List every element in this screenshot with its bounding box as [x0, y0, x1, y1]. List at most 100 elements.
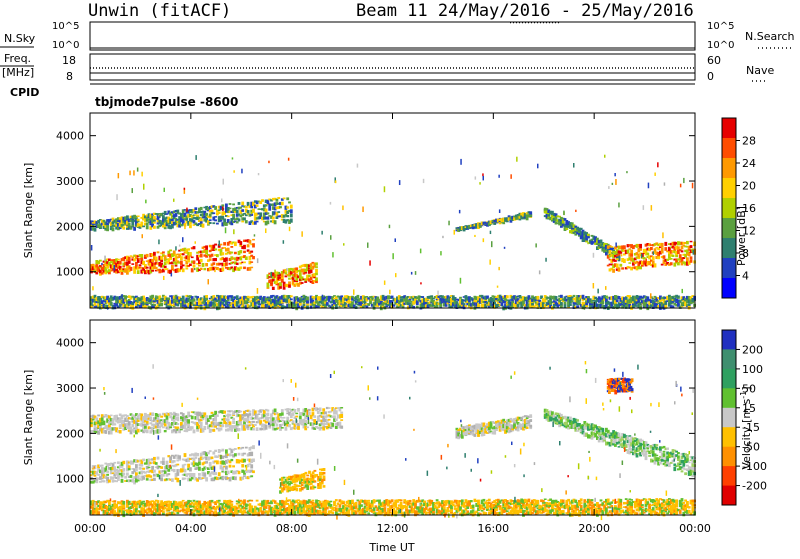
data-speckle [171, 213, 173, 219]
data-cell-band-5 [670, 262, 673, 265]
data-cell-band-2 [227, 418, 230, 421]
data-speckle [121, 294, 123, 298]
data-cell-band-0 [209, 450, 212, 452]
data-cell-band-0 [243, 267, 246, 270]
data-cell-band-0 [184, 464, 187, 466]
data-cell-band-2 [200, 207, 203, 210]
data-cell-band-2 [209, 219, 212, 221]
data-speckle [251, 212, 253, 214]
cpid-value: tbjmode7pulse -8600 [95, 95, 238, 109]
data-cell-band-2 [232, 420, 235, 424]
data-cell-band-2 [286, 197, 289, 200]
data-speckle [233, 170, 235, 172]
data-speckle [654, 173, 656, 176]
data-cell-band-2 [277, 211, 280, 213]
data-cell-band-4 [569, 417, 572, 420]
data-cell-band-1 [315, 269, 318, 273]
data-cell-band-2 [229, 203, 232, 205]
data-cell-band-2 [158, 414, 161, 417]
data-cell-band-2 [151, 412, 154, 416]
data-cell-band-0 [140, 254, 143, 258]
data-cell-band-5 [686, 241, 689, 245]
data-cell-band-6 [351, 301, 354, 304]
data-cell-band-0 [243, 459, 246, 463]
data-cell-band-2 [290, 205, 293, 209]
data-cell-band-0 [142, 468, 145, 470]
data-cell-band-0 [122, 473, 125, 476]
data-cell-band-2 [229, 414, 232, 416]
data-cell-band-2 [283, 417, 286, 419]
data-cell-band-0 [155, 267, 158, 269]
data-cell-band-0 [130, 475, 133, 478]
data-speckle [195, 155, 197, 160]
data-speckle [420, 249, 422, 254]
data-cell-band-2 [276, 424, 279, 427]
data-cell-band-0 [227, 248, 230, 252]
data-cell-band-4 [648, 455, 651, 457]
data-cell-band-2 [216, 223, 219, 225]
data-cell-band-5 [664, 242, 667, 246]
data-cell-band-2 [211, 412, 214, 414]
data-cell-band-2 [94, 228, 97, 232]
data-cell-band-2 [333, 415, 336, 418]
data-cell-band-0 [205, 461, 208, 464]
data-speckle [241, 169, 243, 174]
data-cell-band-2 [256, 205, 259, 207]
data-cell-band-3 [529, 414, 532, 417]
data-speckle [460, 278, 462, 284]
data-speckle [288, 158, 290, 161]
data-cell-band-2 [306, 427, 309, 429]
data-cell-band-2 [200, 422, 203, 426]
data-cell-band-6 [555, 296, 558, 300]
data-speckle [653, 251, 655, 255]
data-cell-band-1 [312, 471, 315, 474]
data-speckle [618, 203, 620, 208]
data-cell-band-2 [144, 426, 147, 429]
data-speckle [342, 206, 344, 211]
station-title: Unwin (fitACF) [88, 1, 231, 21]
data-speckle [420, 282, 422, 284]
data-cell-band-6 [196, 296, 199, 298]
data-cell-band-2 [290, 214, 293, 218]
data-cell-band-2 [223, 411, 226, 414]
data-cell-band-6 [357, 295, 360, 299]
data-speckle [646, 258, 648, 263]
data-cell-band-5 [690, 241, 693, 243]
data-cell-band-0 [182, 265, 185, 267]
data-cell-band-3 [474, 434, 477, 437]
data-cell-band-5 [623, 245, 626, 249]
data-cell-band-6 [677, 296, 680, 298]
data-cell-band-2 [295, 413, 298, 415]
data-cell-band-2 [131, 424, 134, 428]
data-cell-band-0 [148, 467, 151, 469]
data-speckle [657, 162, 659, 167]
data-speckle [593, 253, 595, 258]
data-speckle [604, 155, 606, 158]
data-cell-band-0 [169, 250, 172, 252]
data-speckle [159, 215, 161, 218]
data-speckle [489, 260, 491, 265]
data-cell-band-2 [205, 422, 208, 425]
data-cell-band-0 [146, 478, 149, 481]
data-cell-band-2 [104, 430, 107, 434]
data-cell-band-0 [106, 471, 109, 473]
data-cell-band-2 [137, 429, 140, 433]
data-speckle [92, 286, 94, 290]
data-cell-band-6 [506, 295, 509, 297]
power-data-layer [90, 155, 696, 311]
data-cell-band-0 [121, 479, 124, 483]
data-speckle [650, 293, 652, 298]
data-cell-band-5 [623, 259, 626, 263]
data-cell-band-0 [182, 268, 185, 272]
data-cell-band-0 [230, 246, 233, 248]
data-cell-band-0 [214, 258, 217, 261]
data-speckle [399, 180, 401, 185]
data-cell-band-5 [654, 263, 657, 267]
data-cell-band-4 [618, 433, 621, 437]
data-cell-band-2 [297, 426, 300, 430]
nave-tick-bottom: 0 [707, 70, 714, 83]
data-speckle [254, 234, 256, 236]
data-cell-band-0 [176, 464, 179, 466]
data-cell-band-2 [239, 411, 242, 413]
